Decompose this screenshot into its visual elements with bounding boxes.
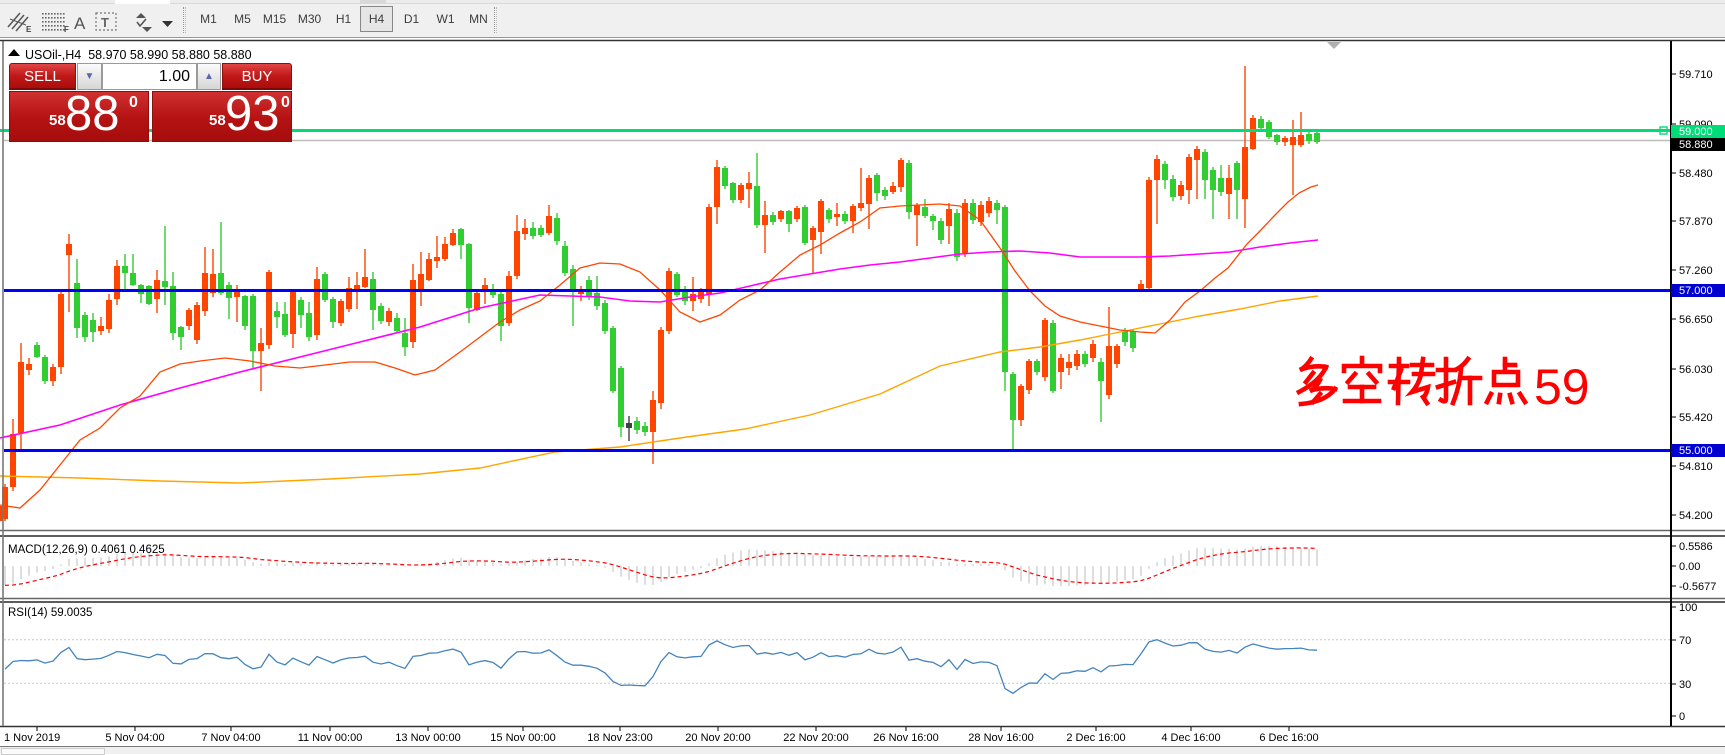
svg-text:MACD(12,26,9) 0.4061 0.4625: MACD(12,26,9) 0.4061 0.4625 <box>8 544 165 556</box>
svg-text:70: 70 <box>1679 635 1691 647</box>
svg-text:USOil-,H4 58.970 58.990 58.88: USOil-,H4 58.970 58.990 58.880 58.880 <box>25 48 252 62</box>
svg-text:15 Nov 00:00: 15 Nov 00:00 <box>490 732 555 744</box>
svg-text:20 Nov 20:00: 20 Nov 20:00 <box>685 732 750 744</box>
svg-text:11 Nov 00:00: 11 Nov 00:00 <box>298 732 363 744</box>
svg-text:A: A <box>74 14 86 33</box>
svg-text:22 Nov 20:00: 22 Nov 20:00 <box>783 732 848 744</box>
svg-text:-0.5677: -0.5677 <box>1679 581 1716 593</box>
svg-text:RSI(14) 59.0035: RSI(14) 59.0035 <box>8 607 92 619</box>
svg-text:1 Nov 2019: 1 Nov 2019 <box>4 732 60 744</box>
svg-text:54.200: 54.200 <box>1679 510 1713 522</box>
svg-text:57.870: 57.870 <box>1679 216 1713 228</box>
svg-text:T: T <box>101 15 109 30</box>
svg-text:5 Nov 04:00: 5 Nov 04:00 <box>105 732 164 744</box>
svg-text:58.880: 58.880 <box>1679 139 1713 151</box>
svg-text:0.5586: 0.5586 <box>1679 541 1713 553</box>
svg-text:2 Dec 16:00: 2 Dec 16:00 <box>1066 732 1125 744</box>
svg-text:7 Nov 04:00: 7 Nov 04:00 <box>201 732 260 744</box>
svg-text:55.000: 55.000 <box>1679 445 1713 457</box>
svg-text:6 Dec 16:00: 6 Dec 16:00 <box>1259 732 1318 744</box>
svg-text:0: 0 <box>1679 711 1685 723</box>
svg-text:57.000: 57.000 <box>1679 285 1713 297</box>
svg-text:F: F <box>64 25 69 34</box>
svg-text:57.260: 57.260 <box>1679 265 1713 277</box>
svg-text:59: 59 <box>1534 359 1590 415</box>
svg-text:26 Nov 16:00: 26 Nov 16:00 <box>873 732 938 744</box>
svg-text:58.480: 58.480 <box>1679 168 1713 180</box>
svg-text:59.000: 59.000 <box>1679 126 1713 138</box>
svg-text:28 Nov 16:00: 28 Nov 16:00 <box>968 732 1033 744</box>
svg-text:100: 100 <box>1679 602 1697 614</box>
svg-text:59.710: 59.710 <box>1679 69 1713 81</box>
svg-text:56.030: 56.030 <box>1679 364 1713 376</box>
svg-text:E: E <box>26 25 32 34</box>
svg-text:0.00: 0.00 <box>1679 561 1700 573</box>
svg-text:56.650: 56.650 <box>1679 314 1713 326</box>
svg-text:54.810: 54.810 <box>1679 461 1713 473</box>
svg-text:55.420: 55.420 <box>1679 412 1713 424</box>
svg-text:30: 30 <box>1679 679 1691 691</box>
svg-text:18 Nov 23:00: 18 Nov 23:00 <box>587 732 652 744</box>
svg-text:13 Nov 00:00: 13 Nov 00:00 <box>395 732 460 744</box>
svg-text:4 Dec 16:00: 4 Dec 16:00 <box>1161 732 1220 744</box>
